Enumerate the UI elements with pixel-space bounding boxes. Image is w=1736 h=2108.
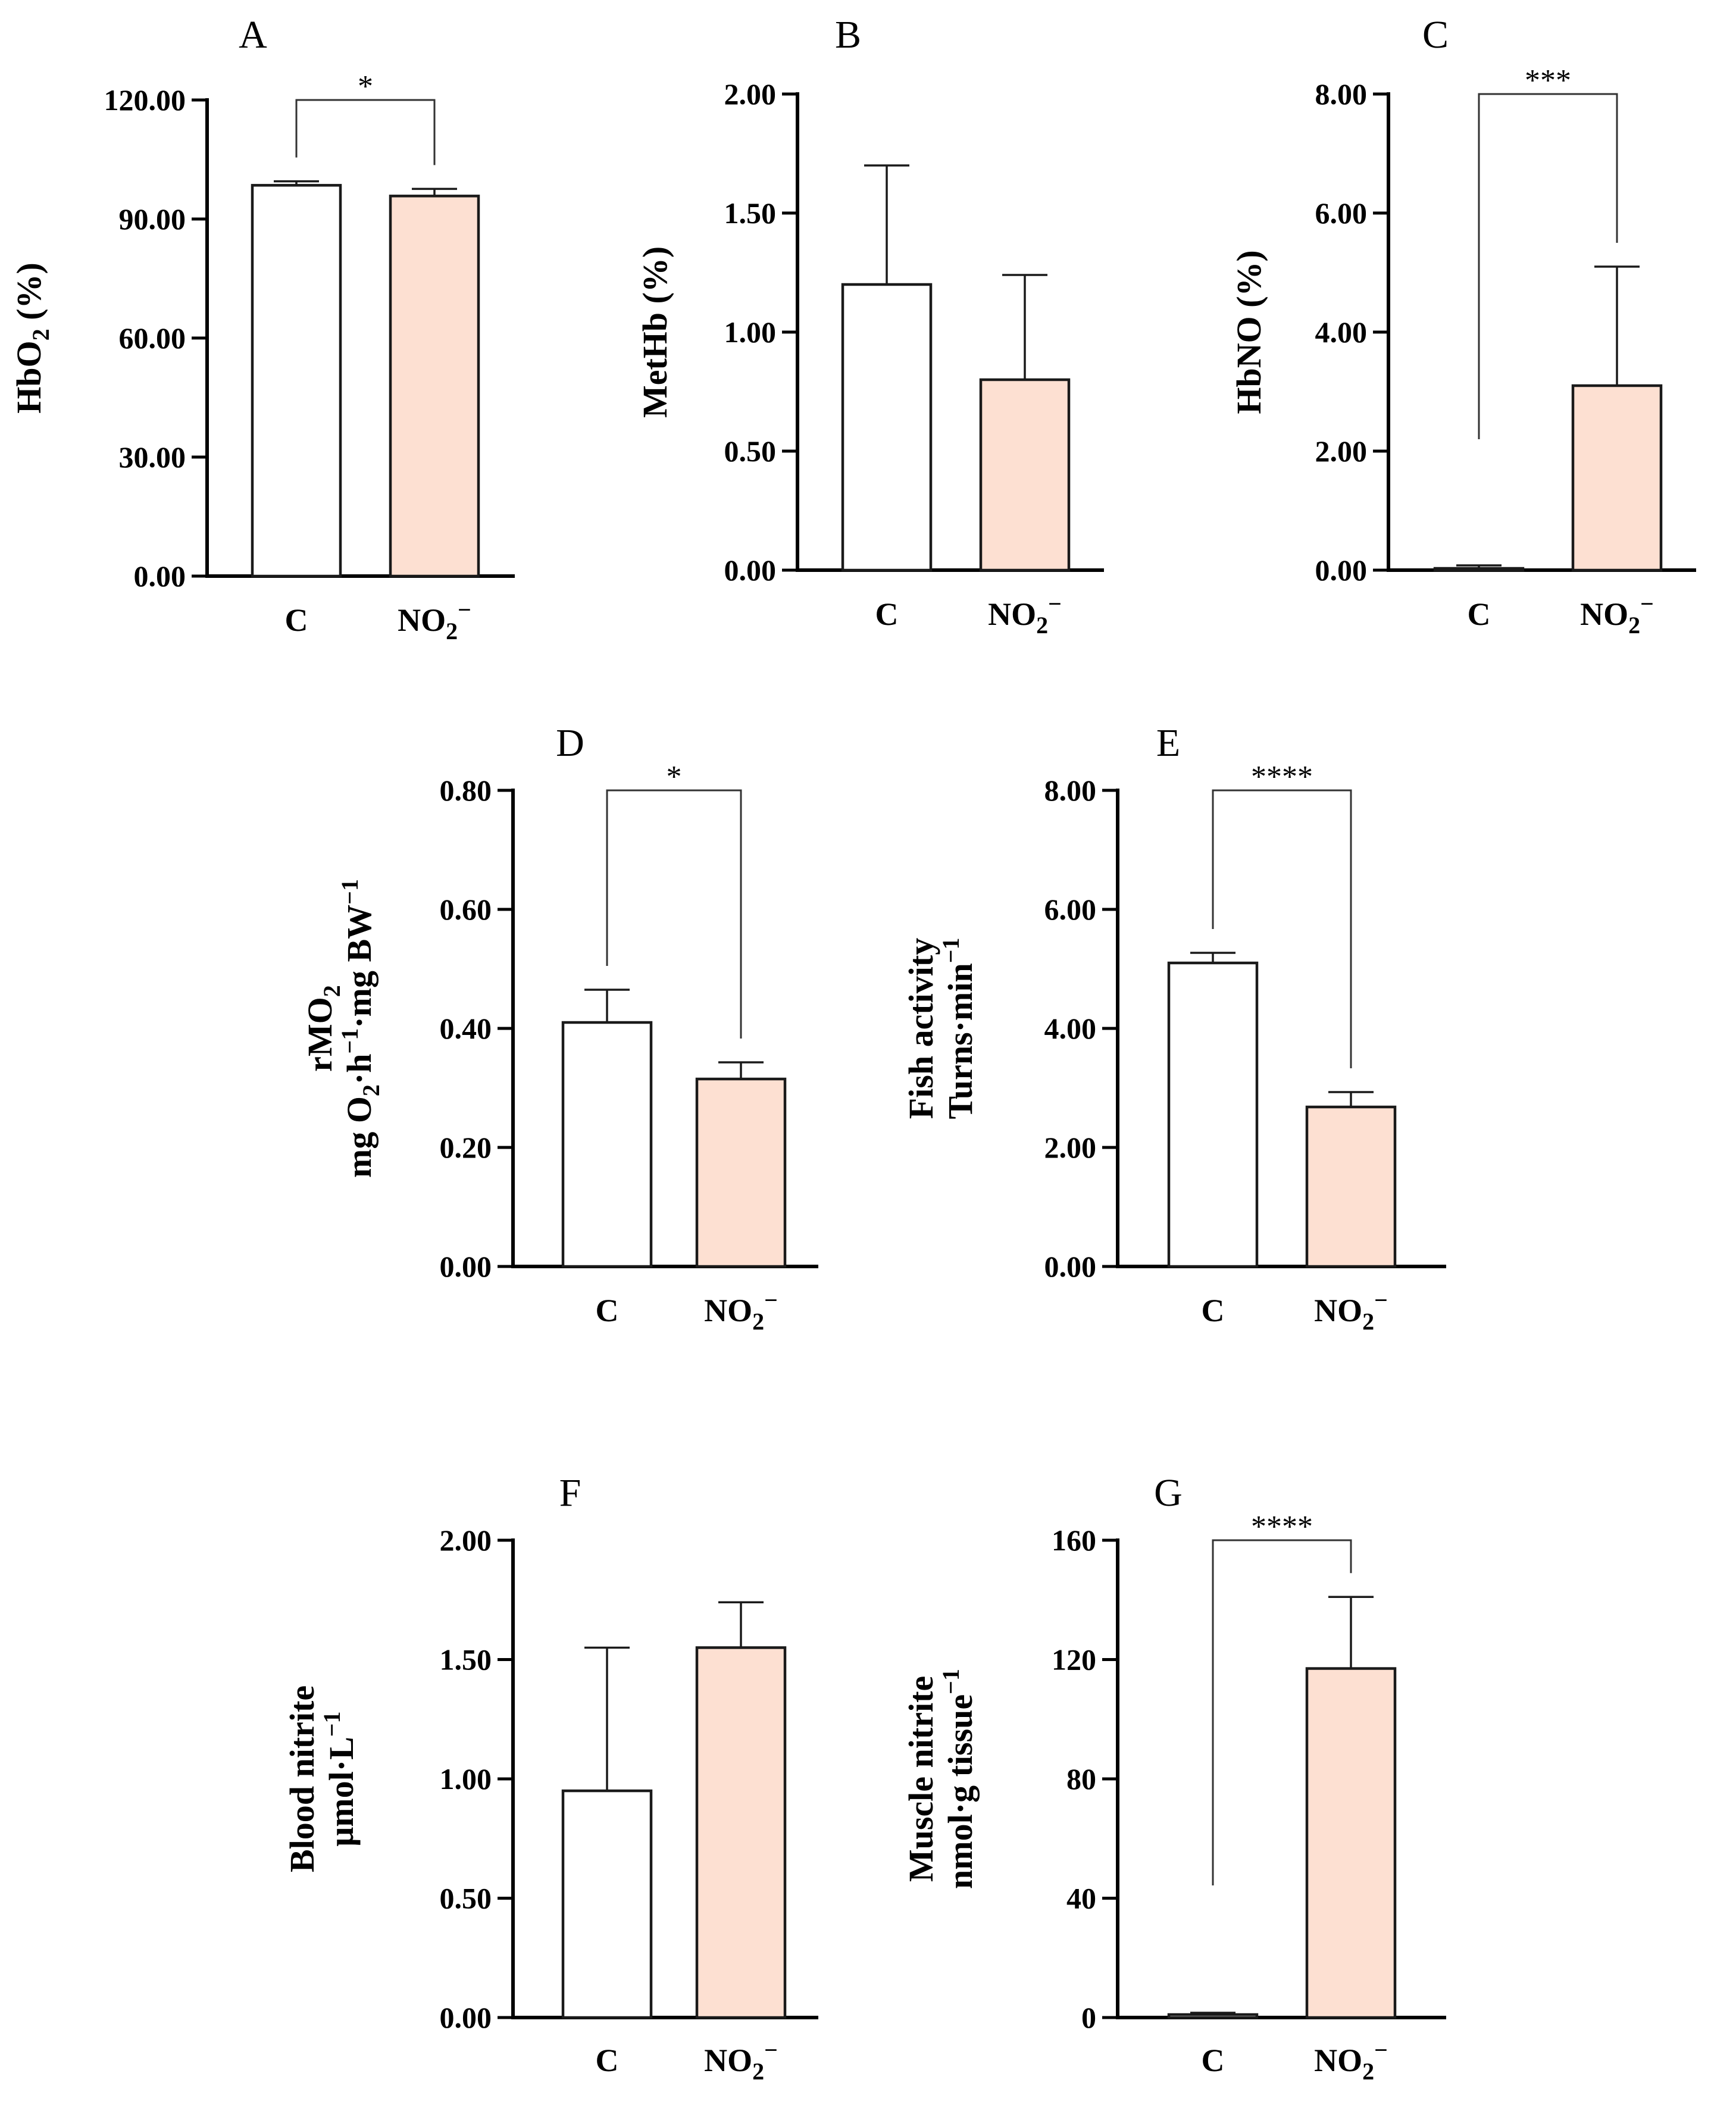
- y-tick-label-b-1: 0.50: [724, 434, 777, 468]
- y-tick-label-f-1: 0.50: [440, 1882, 492, 1915]
- y-tick-label-e-1: 2.00: [1044, 1131, 1097, 1164]
- y-tick-label-d-3: 0.60: [440, 893, 492, 926]
- y-tick-label-f-4: 2.00: [440, 1524, 492, 1557]
- y-tick-label-a-0: 0.00: [134, 559, 186, 593]
- y-tick-label-a-4: 120.00: [104, 83, 186, 117]
- significance-bracket-d: [606, 789, 742, 1039]
- y-tick-label-g-1: 40: [1066, 1882, 1096, 1915]
- category-label-c-0: C: [1468, 596, 1491, 632]
- y-tick-label-d-0: 0.00: [440, 1250, 492, 1283]
- category-label-f-0: C: [596, 2043, 619, 2078]
- category-label-e-0: C: [1202, 1293, 1225, 1328]
- bar-d-control: [561, 1021, 653, 1268]
- bar-b-control: [841, 283, 933, 572]
- y-axis-label-d-line1: rMO2: [301, 985, 345, 1072]
- y-tick-label-d-2: 0.40: [440, 1012, 492, 1045]
- panel-letter-f: F: [559, 1471, 581, 1515]
- y-tick-label-g-4: 160: [1052, 1524, 1096, 1557]
- bar-f-nitrite: [695, 1646, 787, 2019]
- significance-bracket-g: [1212, 1539, 1352, 1885]
- y-tick-label-e-4: 8.00: [1044, 774, 1097, 807]
- category-label-c-1: NO2−: [1580, 590, 1654, 639]
- y-tick-label-e-2: 4.00: [1044, 1012, 1097, 1045]
- significance-label-c: ***: [1525, 64, 1571, 98]
- y-tick-label-b-3: 1.50: [724, 196, 777, 230]
- y-tick-label-a-2: 60.00: [119, 321, 186, 355]
- category-label-d-1: NO2−: [704, 1287, 778, 1335]
- category-label-a-0: C: [285, 602, 308, 638]
- bar-d-nitrite: [695, 1077, 787, 1268]
- y-axis-label-d-line2: mg O2·h−1·mg BW−1: [336, 879, 384, 1178]
- category-label-f-1: NO2−: [704, 2037, 778, 2085]
- bar-g-nitrite: [1305, 1667, 1397, 2019]
- y-tick-label-b-0: 0.00: [724, 553, 777, 587]
- panel-letter-g: G: [1154, 1471, 1183, 1515]
- y-tick-label-c-4: 8.00: [1315, 77, 1368, 111]
- bar-c-nitrite: [1571, 384, 1663, 572]
- y-tick-label-g-2: 80: [1066, 1762, 1096, 1796]
- category-label-a-1: NO2−: [398, 596, 471, 645]
- category-label-d-0: C: [596, 1293, 619, 1328]
- y-tick-label-b-4: 2.00: [724, 77, 777, 111]
- y-axis-label-c: HbNO (%): [1230, 250, 1268, 414]
- y-tick-label-g-3: 120: [1052, 1643, 1096, 1677]
- y-tick-label-d-4: 0.80: [440, 774, 492, 807]
- y-axis-label-f-line1: Blood nitrite: [283, 1685, 321, 1872]
- y-tick-label-f-3: 1.50: [440, 1643, 492, 1677]
- y-axis-label-g-line1: Muscle nitrite: [902, 1676, 940, 1882]
- bar-e-control: [1167, 961, 1259, 1268]
- bar-a-control: [251, 184, 342, 578]
- bar-b-nitrite: [979, 378, 1071, 572]
- significance-bracket-c: [1478, 93, 1618, 439]
- y-axis-label-e-line2: Turns·min−1: [937, 937, 980, 1119]
- y-tick-label-f-2: 1.00: [440, 1762, 492, 1796]
- category-label-g-0: C: [1202, 2043, 1225, 2078]
- y-axis-label-e-line1: Fish activity: [902, 938, 940, 1119]
- y-axis-label-g-line2: nmol·g tissue−1: [937, 1669, 980, 1889]
- bar-a-nitrite: [389, 195, 480, 578]
- panel-letter-e: E: [1156, 721, 1180, 765]
- y-tick-label-e-0: 0.00: [1044, 1250, 1097, 1283]
- y-tick-label-a-1: 30.00: [119, 440, 186, 474]
- category-label-e-1: NO2−: [1314, 1287, 1388, 1335]
- bar-c-control: [1433, 567, 1525, 572]
- panel-letter-b: B: [835, 13, 861, 57]
- significance-label-d: *: [667, 760, 682, 794]
- category-label-g-1: NO2−: [1314, 2037, 1388, 2085]
- y-tick-label-c-1: 2.00: [1315, 434, 1368, 468]
- bar-e-nitrite: [1305, 1105, 1397, 1268]
- category-label-b-0: C: [875, 596, 899, 632]
- bar-g-control: [1167, 2013, 1259, 2019]
- y-tick-label-g-0: 0: [1081, 2001, 1096, 2034]
- significance-label-g: ****: [1251, 1510, 1313, 1544]
- y-tick-label-c-3: 6.00: [1315, 196, 1368, 230]
- y-tick-label-d-1: 0.20: [440, 1131, 492, 1164]
- y-axis-label-b: MetHb (%): [636, 246, 674, 418]
- panel-letter-c: C: [1422, 13, 1449, 57]
- panel-letter-a: A: [239, 13, 267, 57]
- y-tick-label-c-2: 4.00: [1315, 315, 1368, 349]
- category-label-b-1: NO2−: [988, 590, 1062, 639]
- y-tick-label-c-0: 0.00: [1315, 553, 1368, 587]
- y-tick-label-b-2: 1.00: [724, 315, 777, 349]
- y-tick-label-f-0: 0.00: [440, 2001, 492, 2034]
- significance-label-a: *: [358, 70, 373, 104]
- significance-bracket-e: [1212, 789, 1352, 1068]
- panel-letter-d: D: [556, 721, 584, 765]
- bar-f-control: [561, 1789, 653, 2019]
- y-tick-label-a-3: 90.00: [119, 202, 186, 236]
- y-tick-label-e-3: 6.00: [1044, 893, 1097, 926]
- significance-bracket-a: [295, 99, 436, 165]
- y-axis-label-f-line2: μmol·L−1: [318, 1711, 361, 1846]
- significance-label-e: ****: [1251, 760, 1313, 794]
- y-axis-label-a: HbO2 (%): [10, 262, 54, 414]
